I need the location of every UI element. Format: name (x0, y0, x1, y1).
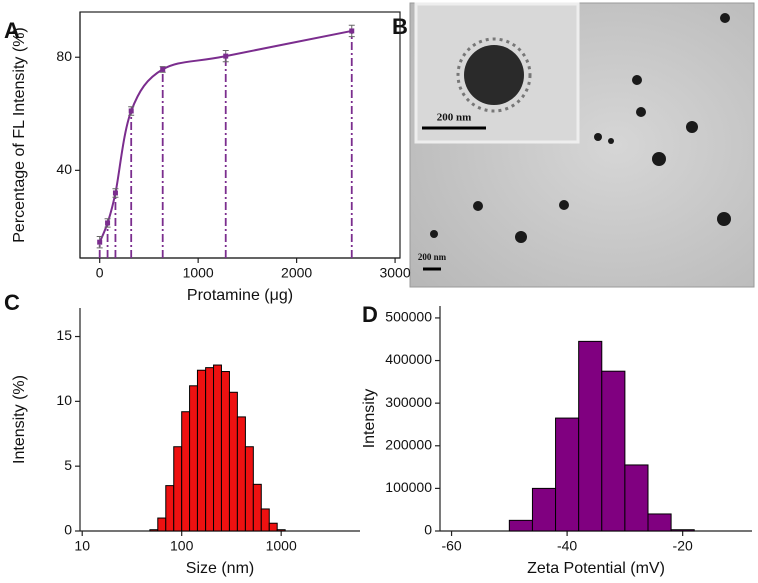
bar (268, 522, 278, 532)
point (105, 220, 111, 226)
x-tick-label: -20 (673, 538, 693, 554)
y-tick-label: 300000 (385, 394, 432, 410)
y-tick-label: 0 (424, 522, 432, 538)
bar (244, 446, 254, 532)
tem-image: 200 nm 200 nm (409, 2, 755, 288)
bar (189, 385, 198, 532)
y-axis-label: Percentage of FL Intensity (%) (11, 27, 28, 243)
bar (624, 464, 649, 532)
y-tick-label: 100000 (385, 479, 432, 495)
point (128, 108, 134, 114)
bar (220, 371, 230, 532)
bar (670, 529, 695, 532)
bar (165, 485, 175, 532)
y-axis-label: Intensity (361, 389, 378, 449)
bar (531, 487, 557, 532)
panel-label: C (4, 290, 20, 315)
bar (252, 483, 262, 532)
point (97, 239, 103, 245)
x-tick-label: 100 (170, 538, 194, 554)
bar (149, 529, 159, 532)
y-tick-label: 400000 (385, 351, 432, 367)
x-axis-label: Zeta Potential (mV) (527, 560, 665, 577)
bar (157, 517, 167, 532)
bar (578, 340, 603, 532)
point (160, 66, 166, 72)
y-tick-label: 15 (56, 327, 72, 343)
bar (181, 411, 191, 532)
bar (647, 513, 672, 532)
y-axis-label: Intensity (%) (11, 375, 28, 464)
panel-label: D (362, 302, 378, 327)
x-tick-label: 2000 (281, 265, 312, 281)
y-tick-label: 40 (56, 161, 72, 177)
scale-bar-label: 200 nm (437, 112, 472, 124)
bar (205, 367, 215, 532)
point (112, 190, 118, 196)
panel-label: A (4, 18, 20, 43)
x-tick-label: 10 (74, 538, 90, 554)
bar (260, 508, 270, 532)
x-tick-label: -60 (441, 538, 461, 554)
bar (196, 369, 207, 532)
y-tick-label: 5 (64, 457, 72, 473)
x-tick-label: -40 (557, 538, 577, 554)
y-tick-label: 500000 (385, 309, 432, 325)
y-tick-label: 0 (64, 522, 72, 538)
bar (508, 519, 533, 532)
y-tick-label: 80 (56, 48, 72, 64)
x-tick-label: 1000 (266, 538, 297, 554)
point (223, 53, 229, 59)
bar (228, 391, 238, 532)
x-tick-label: 3000 (379, 265, 410, 281)
y-tick-label: 10 (56, 392, 72, 408)
bar (601, 370, 626, 532)
point (349, 28, 355, 34)
x-tick-label: 1000 (183, 265, 214, 281)
y-tick-label: 200000 (385, 436, 432, 452)
bar (236, 416, 246, 532)
bar (213, 364, 222, 532)
bar (276, 529, 286, 532)
x-axis-label: Protamine (μg) (187, 287, 293, 304)
scale-bar-label: 200 nm (418, 252, 447, 262)
x-tick-label: 0 (96, 265, 104, 281)
x-axis-label: Size (nm) (186, 560, 254, 577)
bar (173, 446, 183, 532)
bar (555, 417, 580, 532)
